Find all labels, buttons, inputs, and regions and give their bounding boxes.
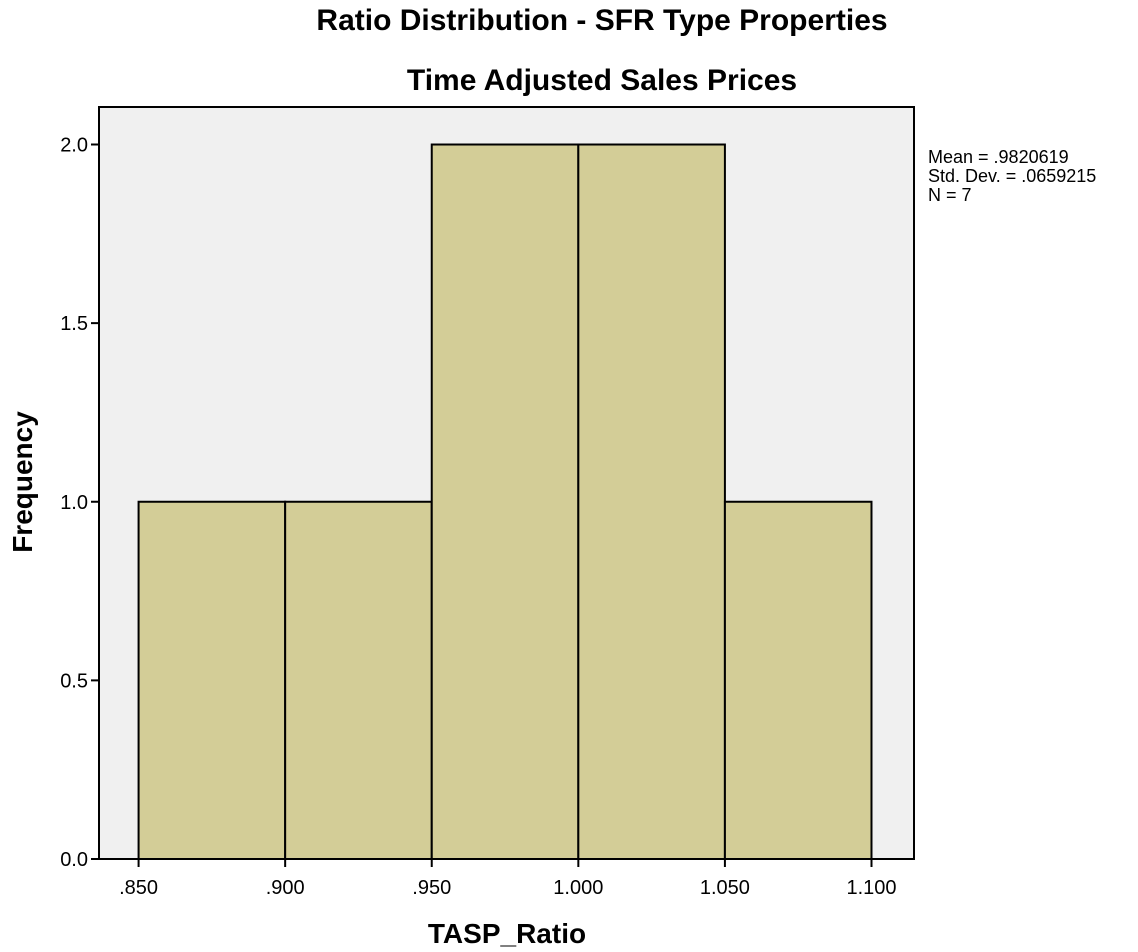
- stats-mean: Mean = .9820619: [928, 147, 1069, 167]
- y-tick-label: 0.5: [60, 670, 88, 692]
- histogram-bar: [723, 500, 873, 860]
- chart-title: Ratio Distribution - SFR Type Properties: [316, 4, 888, 37]
- x-tick-label: .950: [412, 877, 451, 899]
- x-tick-label: .850: [119, 877, 158, 899]
- x-tick-label: 1.050: [700, 877, 750, 899]
- x-tick-label: 1.000: [553, 877, 603, 899]
- y-axis-label: Frequency: [7, 411, 38, 553]
- y-tick-label: 0.0: [60, 849, 88, 871]
- chart-subtitle: Time Adjusted Sales Prices: [406, 64, 798, 97]
- x-axis: .850 .900 .950 1.000 1.050 1.100: [119, 859, 897, 899]
- bars-group: [137, 143, 873, 861]
- stats-std-dev: Std. Dev. = .0659215: [928, 166, 1097, 186]
- stats-n: N = 7: [928, 185, 972, 205]
- x-tick-label: 1.100: [846, 877, 896, 899]
- x-axis-label: TASP_Ratio: [428, 918, 586, 949]
- stats-legend: Mean = .9820619 Std. Dev. = .0659215 N =…: [928, 148, 1096, 205]
- histogram-bar: [137, 500, 287, 860]
- y-tick-label: 2.0: [60, 135, 88, 157]
- y-axis: 0.0 0.5 1.0 1.5 2.0: [60, 135, 99, 871]
- histogram-bar: [430, 143, 580, 861]
- x-tick-label: .900: [266, 877, 305, 899]
- histogram-bar: [284, 500, 433, 860]
- y-tick-label: 1.5: [60, 313, 88, 335]
- y-tick-label: 1.0: [60, 492, 88, 514]
- histogram-bar: [577, 143, 726, 861]
